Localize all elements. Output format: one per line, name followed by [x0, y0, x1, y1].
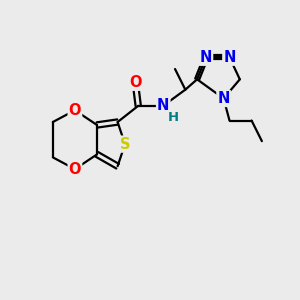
Text: O: O — [69, 103, 81, 118]
Text: N: N — [218, 91, 230, 106]
Text: N: N — [200, 50, 212, 65]
Text: N: N — [223, 50, 236, 65]
Text: O: O — [69, 162, 81, 177]
Text: O: O — [129, 75, 142, 90]
Text: H: H — [168, 111, 179, 124]
Text: S: S — [120, 136, 130, 152]
Text: N: N — [157, 98, 170, 113]
